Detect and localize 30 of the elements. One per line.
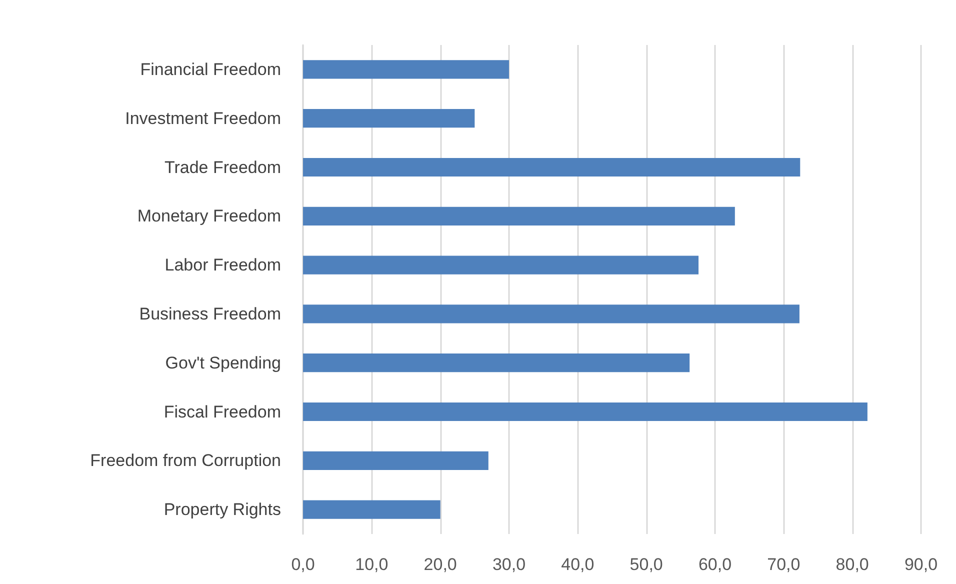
x-tick-label: 0,0 (291, 555, 315, 574)
bar (303, 304, 800, 324)
bar (303, 451, 488, 470)
x-tick-label: 20,0 (424, 555, 457, 574)
bar (303, 158, 800, 177)
y-tick-label: Investment Freedom (125, 108, 281, 128)
y-tick-label: Business Freedom (139, 304, 281, 324)
y-tick-label: Gov't Spending (165, 353, 281, 372)
x-tick-label: 40,0 (561, 555, 594, 574)
x-tick-label: 10,0 (355, 555, 388, 574)
bar (303, 402, 868, 422)
bar (303, 206, 735, 226)
bar (303, 60, 509, 79)
y-tick-label: Fiscal Freedom (164, 402, 281, 422)
bar (303, 256, 699, 274)
bar (303, 109, 475, 128)
x-tick-label: 50,0 (630, 555, 663, 574)
bar (303, 500, 440, 519)
x-tick-label: 80,0 (836, 555, 869, 574)
x-tick-label: 60,0 (698, 555, 732, 574)
bar (303, 354, 690, 372)
y-tick-label: Freedom from Corruption (90, 451, 281, 470)
x-tick-label: 90,0 (904, 555, 938, 574)
x-tick-label: 30,0 (492, 555, 526, 574)
y-tick-label: Property Rights (164, 500, 281, 520)
y-tick-label: Labor Freedom (164, 256, 281, 275)
x-tick-label: 70,0 (767, 555, 800, 574)
y-tick-label: Financial Freedom (140, 60, 281, 79)
y-tick-label: Trade Freedom (164, 158, 281, 177)
y-tick-label: Monetary Freedom (137, 206, 281, 226)
